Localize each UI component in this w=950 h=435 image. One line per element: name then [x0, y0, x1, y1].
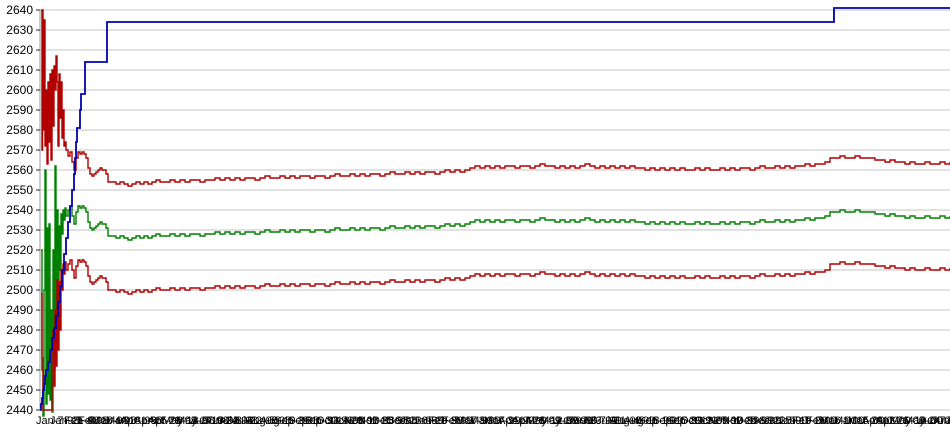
- y-tick-label: 2630: [6, 23, 33, 37]
- x-tick-label: Nov-10-99: [708, 415, 759, 427]
- x-tick-label: Apr-1-98: [120, 415, 163, 427]
- x-tick-label: Feb-17-99: [442, 415, 493, 427]
- x-tick-label: May-10-00: [890, 415, 943, 427]
- x-tick-label: Feb-18-98: [78, 415, 129, 427]
- y-tick-label: 2540: [6, 203, 33, 217]
- y-tick-label: 2490: [6, 303, 33, 317]
- x-tick-label: Apr-12-00: [862, 415, 911, 427]
- x-tick-label: Jul-7-99: [582, 415, 622, 427]
- x-tick-label: Jul-22-98: [232, 415, 278, 427]
- x-tick-label: Dec-23-98: [386, 415, 437, 427]
- x-tick-label: Feb-2-00: [792, 415, 837, 427]
- y-tick-label: 2510: [6, 263, 33, 277]
- x-tick-label: Nov-24-99: [722, 415, 773, 427]
- x-tick-label: Apr-15-98: [134, 415, 183, 427]
- x-tick-label: Mar-18-98: [106, 415, 157, 427]
- y-tick-label: 2560: [6, 163, 33, 177]
- x-tick-label: Apr-29-98: [148, 415, 197, 427]
- x-tick-label: Sep-30-98: [302, 415, 353, 427]
- x-tick-label: Sep-2-98: [274, 415, 319, 427]
- x-tick-label: Aug-4-99: [610, 415, 655, 427]
- y-tick-label: 2440: [6, 403, 33, 417]
- y-tick-label: 2610: [6, 63, 33, 77]
- x-tick-label: Oct-27-99: [694, 415, 743, 427]
- x-tick-label: Jun-24-98: [204, 415, 254, 427]
- y-tick-label: 2620: [6, 43, 33, 57]
- x-tick-label: Aug-19-98: [260, 415, 311, 427]
- x-tick-label: Sep-1-99: [638, 415, 683, 427]
- x-tick-label: Oct-14-98: [316, 415, 365, 427]
- x-tick-label: Aug-5-98: [246, 415, 291, 427]
- x-tick-label: Jun-9-99: [554, 415, 597, 427]
- x-tick-label: Feb-16-00: [806, 415, 857, 427]
- x-tick-label: May-26-99: [540, 415, 593, 427]
- y-gridlines: [40, 9, 950, 411]
- x-tick-label: Mar-3-99: [456, 415, 501, 427]
- x-tick-label: Jul-8-98: [218, 415, 258, 427]
- x-tick-label: May-12-99: [526, 415, 579, 427]
- x-tick-label: Jan-19-00: [778, 415, 828, 427]
- x-tick-label: Jun-23-99: [568, 415, 618, 427]
- x-tick-label: Mar-31-99: [484, 415, 535, 427]
- y-tick-label: 2520: [6, 243, 33, 257]
- x-tick-label: Sep-15-99: [652, 415, 703, 427]
- x-tick-label: Jun-10-98: [190, 415, 240, 427]
- y-tick-label: 2450: [6, 383, 33, 397]
- x-tick-label: Jan-7-98: [36, 415, 79, 427]
- y-tick-label: 2480: [6, 323, 33, 337]
- x-tick-label: Mar-29-00: [848, 415, 899, 427]
- x-tick-label: Jul-5-00: [946, 415, 950, 427]
- x-tick-label: Sep-16-98: [288, 415, 339, 427]
- x-tick-label: Nov-11-98: [344, 415, 395, 427]
- x-tick-label: Feb-3-99: [428, 415, 473, 427]
- y-tick-label: 2590: [6, 103, 33, 117]
- y-tick-label: 2530: [6, 223, 33, 237]
- x-tick-label: Jun-21-00: [932, 415, 950, 427]
- x-tick-label: Mar-17-99: [470, 415, 521, 427]
- y-tick-label: 2470: [6, 343, 33, 357]
- y-tick-label: 2600: [6, 83, 33, 97]
- x-tick-label: Oct-28-98: [330, 415, 379, 427]
- y-tick-label: 2570: [6, 143, 33, 157]
- x-tick-label: Jun-7-00: [918, 415, 950, 427]
- x-tick-label: Feb-4-98: [64, 415, 109, 427]
- y-tick-label: 2640: [6, 3, 33, 17]
- x-tick-label: Sep-29-99: [666, 415, 717, 427]
- series-middle-band-line: [41, 165, 950, 417]
- x-tick-label: Dec-22-99: [750, 415, 801, 427]
- x-tick-label: Dec-8-99: [736, 415, 781, 427]
- x-tick-label: Dec-9-98: [372, 415, 417, 427]
- x-tick-label: Jul-21-99: [596, 415, 642, 427]
- x-tick-label: May-13-98: [162, 415, 215, 427]
- x-tick-label: May-24-00: [904, 415, 950, 427]
- x-tick-label: Apr-28-99: [512, 415, 561, 427]
- series-upper-band-line: [41, 9, 950, 187]
- x-tick-label: Mar-1-00: [820, 415, 865, 427]
- x-tick-label: Jan-6-99: [400, 415, 443, 427]
- x-tick-label: Jan-21-98: [50, 415, 100, 427]
- y-tick-label: 2580: [6, 123, 33, 137]
- x-tick-label: Oct-13-99: [680, 415, 729, 427]
- y-tick-label: 2550: [6, 183, 33, 197]
- x-tick-label: Apr-14-99: [498, 415, 547, 427]
- series-lower-band-line: [41, 259, 950, 411]
- x-axis-labels: Jan-7-98Jan-21-98Feb-4-98Feb-18-98Mar-4-…: [36, 415, 950, 427]
- y-tick-label: 2460: [6, 363, 33, 377]
- x-tick-label: Apr-26-00: [876, 415, 925, 427]
- x-tick-label: Nov-25-98: [358, 415, 409, 427]
- x-tick-label: Jan-20-99: [414, 415, 464, 427]
- x-tick-label: Mar-15-00: [834, 415, 885, 427]
- series-blue-step-line: [40, 7, 950, 411]
- x-tick-label: Mar-4-98: [92, 415, 137, 427]
- x-tick-label: Jan-5-00: [764, 415, 807, 427]
- x-tick-label: Aug-18-99: [624, 415, 675, 427]
- y-axis-labels: 2640 2630 2620 2610 2600 2590 2580 2570 2560 2550…: [6, 3, 33, 417]
- y-tick-label: 2500: [6, 283, 33, 297]
- x-tick-label: May-27-98: [176, 415, 229, 427]
- y-axis: [36, 9, 41, 411]
